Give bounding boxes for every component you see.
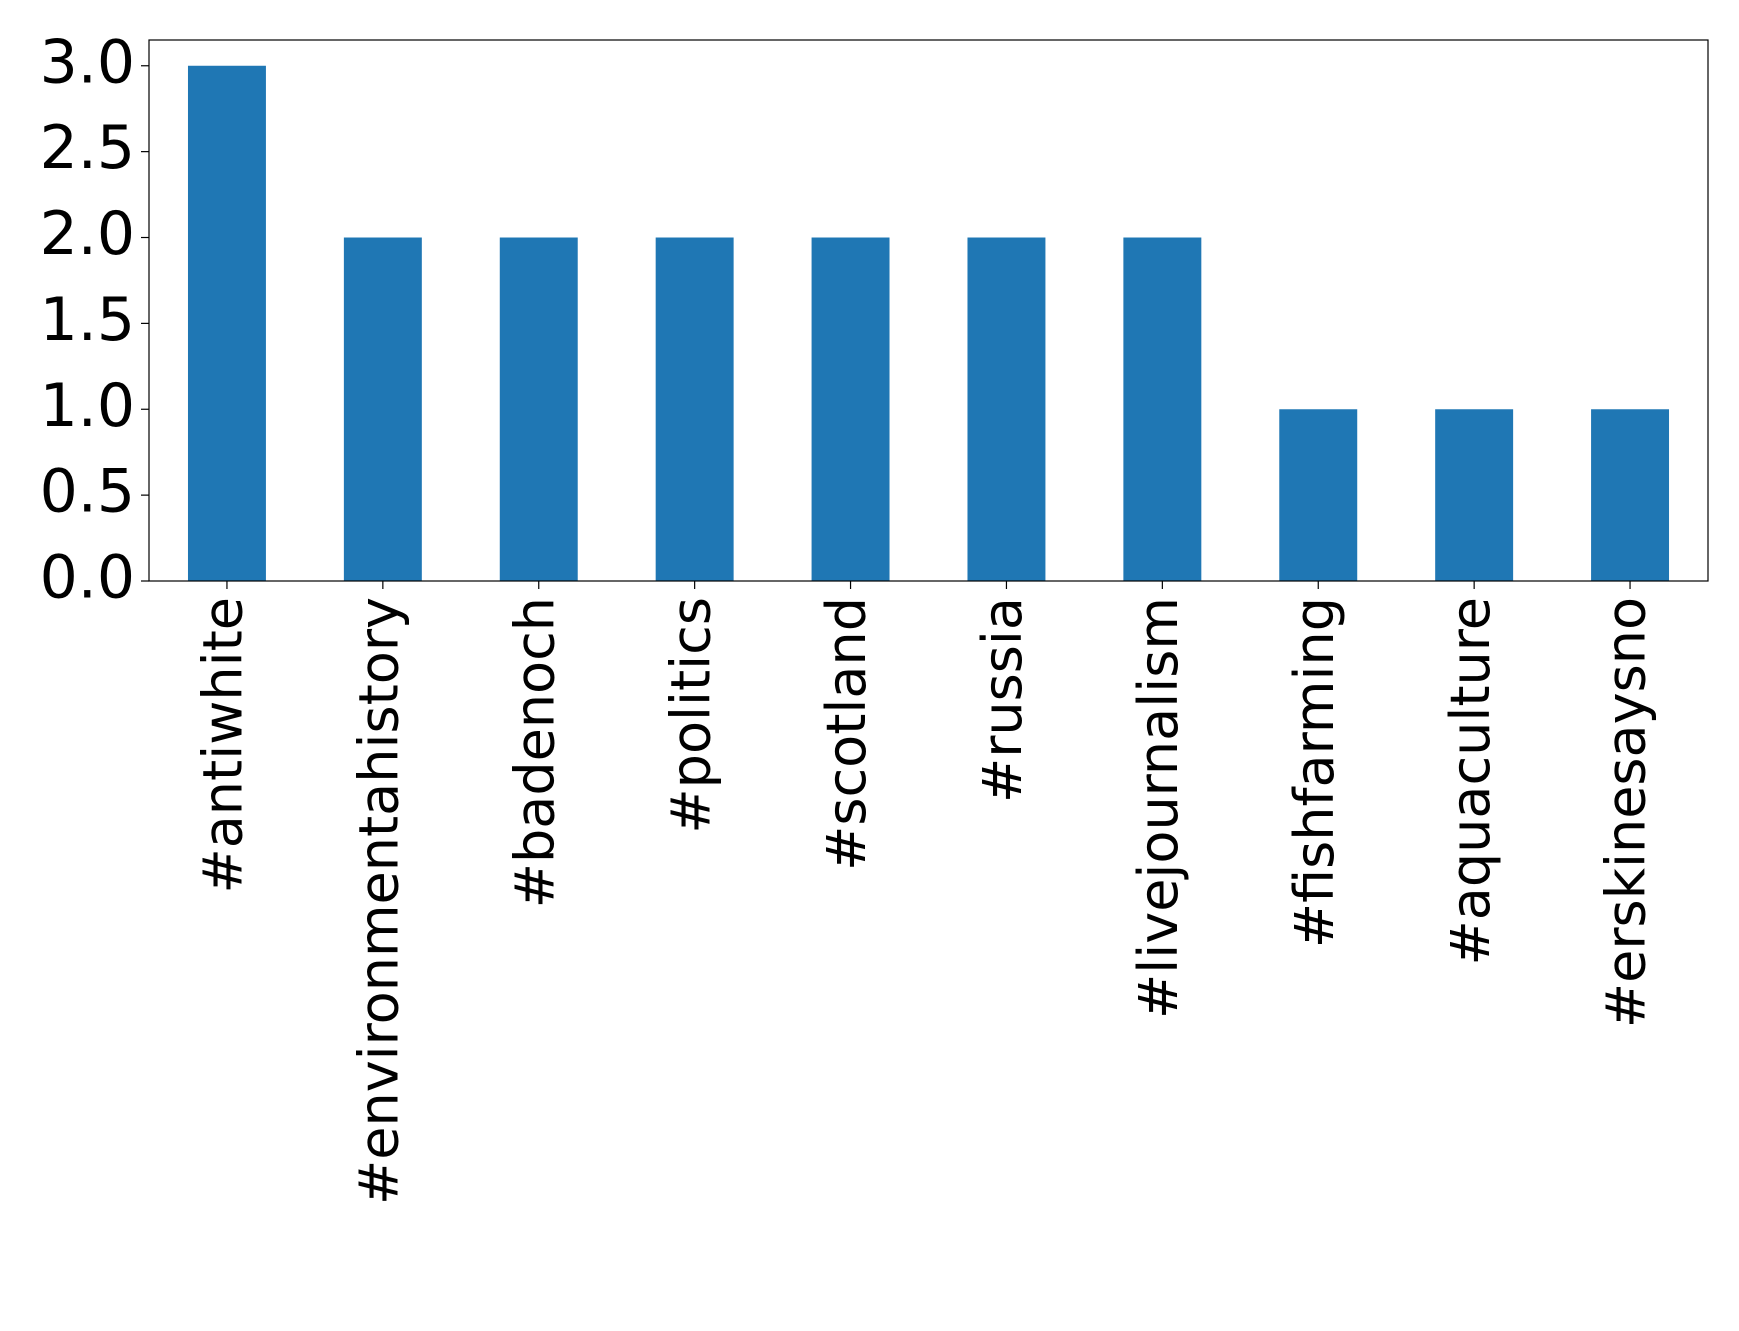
x-tick-label: #environmentahistory [347, 597, 410, 1205]
x-tick-label: #politics [659, 597, 722, 834]
y-tick-label: 0.5 [40, 457, 135, 527]
bar [967, 237, 1046, 581]
bar [1435, 409, 1514, 581]
y-tick-label: 1.0 [40, 371, 135, 441]
bar [1279, 409, 1358, 581]
y-tick-label: 3.0 [40, 27, 135, 97]
bar [343, 237, 422, 581]
x-tick-label: #fishfarming [1283, 597, 1346, 948]
bar [811, 237, 890, 581]
bar [499, 237, 578, 581]
x-tick-label: #erskinesaysno [1595, 597, 1658, 1028]
y-tick-label: 2.0 [40, 199, 135, 269]
y-tick-label: 1.5 [40, 285, 135, 355]
y-tick-label: 0.0 [40, 543, 135, 613]
bar [1591, 409, 1670, 581]
bar [655, 237, 734, 581]
bar [1123, 237, 1202, 581]
bar [187, 65, 266, 581]
x-tick-label: #antiwhite [192, 597, 255, 894]
x-tick-label: #aquaculture [1439, 597, 1502, 965]
y-tick-label: 2.5 [40, 113, 135, 183]
x-tick-label: #badenoch [503, 597, 566, 908]
x-tick-label: #russia [971, 597, 1034, 803]
plot-frame [148, 39, 1709, 582]
x-tick-label: #livejournalism [1127, 597, 1190, 1019]
x-tick-label: #scotland [815, 597, 878, 871]
